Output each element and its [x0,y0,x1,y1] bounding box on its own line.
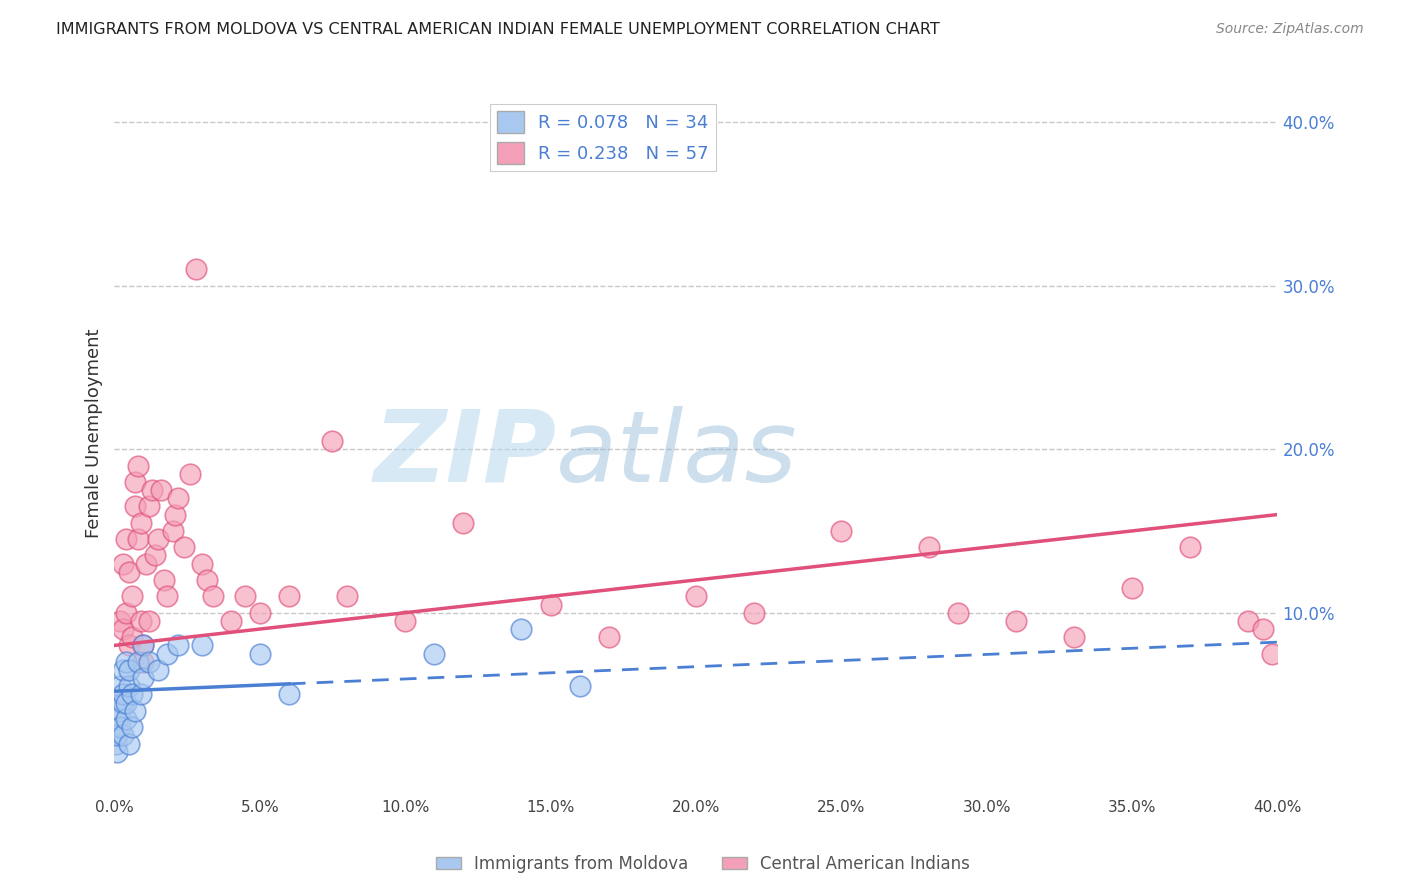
Point [146,532,169,546]
Point [112,728,135,742]
Point [110,720,132,734]
Point [135,557,157,571]
Point [124,475,146,489]
Point [685,590,707,604]
Point [118,639,141,653]
Point [149,483,172,497]
Point [1004,614,1026,628]
Point [132,639,155,653]
Point [121,720,143,734]
Point [118,565,141,579]
Point [540,598,562,612]
Point [127,655,149,669]
Point [124,704,146,718]
Point [124,500,146,514]
Point [127,458,149,473]
Point [453,516,475,530]
Point [112,622,135,636]
Point [118,663,141,677]
Point [115,655,138,669]
Point [127,532,149,546]
Point [121,688,143,702]
Point [1121,581,1143,595]
Point [110,704,132,718]
Point [112,696,135,710]
Point [121,630,143,644]
Point [104,737,127,751]
Point [156,590,179,604]
Point [146,663,169,677]
Y-axis label: Female Unemployment: Female Unemployment [86,328,103,538]
Point [336,590,359,604]
Point [1260,647,1282,661]
Point [1237,614,1260,628]
Point [110,679,132,693]
Point [132,671,155,685]
Point [190,557,212,571]
Point [132,639,155,653]
Point [105,745,128,759]
Point [110,614,132,628]
Point [129,614,152,628]
Point [394,614,416,628]
Point [141,483,163,497]
Text: atlas: atlas [557,406,799,503]
Point [423,647,446,661]
Point [138,655,160,669]
Point [830,524,852,538]
Point [132,655,155,669]
Point [115,696,138,710]
Point [118,679,141,693]
Point [190,639,212,653]
Point [138,500,160,514]
Point [184,262,207,277]
Point [568,679,591,693]
Point [143,549,166,563]
Point [162,524,184,538]
Point [105,728,128,742]
Point [156,647,179,661]
Point [249,647,271,661]
Point [167,491,190,506]
Point [277,688,299,702]
Point [153,573,176,587]
Text: ZIP: ZIP [374,406,557,503]
Point [946,606,969,620]
Point [233,590,256,604]
Point [129,516,152,530]
Point [917,541,939,555]
Point [173,541,195,555]
Point [165,508,187,522]
Point [598,630,620,644]
Point [219,614,242,628]
Point [112,557,135,571]
Legend: R = 0.078   N = 34, R = 0.238   N = 57: R = 0.078 N = 34, R = 0.238 N = 57 [489,103,716,171]
Point [115,712,138,726]
Point [167,639,190,653]
Point [321,434,343,448]
Point [112,663,135,677]
Point [121,590,143,604]
Point [118,737,141,751]
Point [249,606,271,620]
Point [277,590,299,604]
Point [129,688,152,702]
Point [742,606,765,620]
Point [510,622,533,636]
Text: IMMIGRANTS FROM MOLDOVA VS CENTRAL AMERICAN INDIAN FEMALE UNEMPLOYMENT CORRELATI: IMMIGRANTS FROM MOLDOVA VS CENTRAL AMERI… [56,22,941,37]
Point [179,467,201,481]
Text: Source: ZipAtlas.com: Source: ZipAtlas.com [1216,22,1364,37]
Point [105,712,128,726]
Point [115,606,138,620]
Legend: Immigrants from Moldova, Central American Indians: Immigrants from Moldova, Central America… [429,848,977,880]
Point [1178,541,1201,555]
Point [197,573,219,587]
Point [138,614,160,628]
Point [202,590,225,604]
Point [1251,622,1274,636]
Point [1063,630,1085,644]
Point [115,532,138,546]
Point [112,688,135,702]
